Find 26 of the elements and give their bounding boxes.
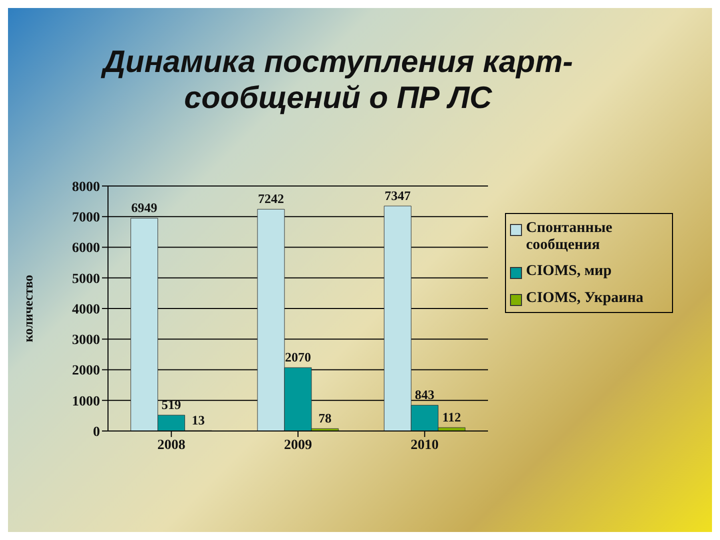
legend-label: Спонтанные сообщения xyxy=(526,220,614,253)
y-axis-title: количество xyxy=(20,274,36,342)
x-tick-label: 2008 xyxy=(157,438,186,453)
x-tick-label: 2010 xyxy=(410,438,439,453)
y-tick-label: 6000 xyxy=(72,241,100,256)
data-label: 78 xyxy=(318,410,332,426)
y-tick-label: 0 xyxy=(93,424,100,440)
y-tick-label: 1000 xyxy=(72,394,100,410)
legend-label: CIOMS, мир xyxy=(526,263,612,280)
y-tick-label: 4000 xyxy=(72,302,100,318)
x-tick-label: 2009 xyxy=(284,438,312,453)
data-label: 112 xyxy=(442,410,462,425)
legend-label: CIOMS, Украина xyxy=(526,290,644,306)
chart-title: Динамика поступления карт-сообщений о ПР ЛС xyxy=(100,44,574,116)
data-label: 6949 xyxy=(131,200,158,216)
data-label: 7242 xyxy=(258,191,284,206)
y-tick-label: 2000 xyxy=(72,364,100,379)
y-tick-label: 3000 xyxy=(72,333,100,348)
data-label: 2070 xyxy=(284,350,311,365)
data-label: 519 xyxy=(162,397,182,412)
data-label: 13 xyxy=(192,412,206,428)
data-label: 843 xyxy=(414,387,435,402)
y-tick-label: 8000 xyxy=(72,180,100,195)
y-tick-label: 5000 xyxy=(72,272,100,287)
y-tick-label: 7000 xyxy=(72,210,100,226)
data-label: 7347 xyxy=(384,188,412,203)
